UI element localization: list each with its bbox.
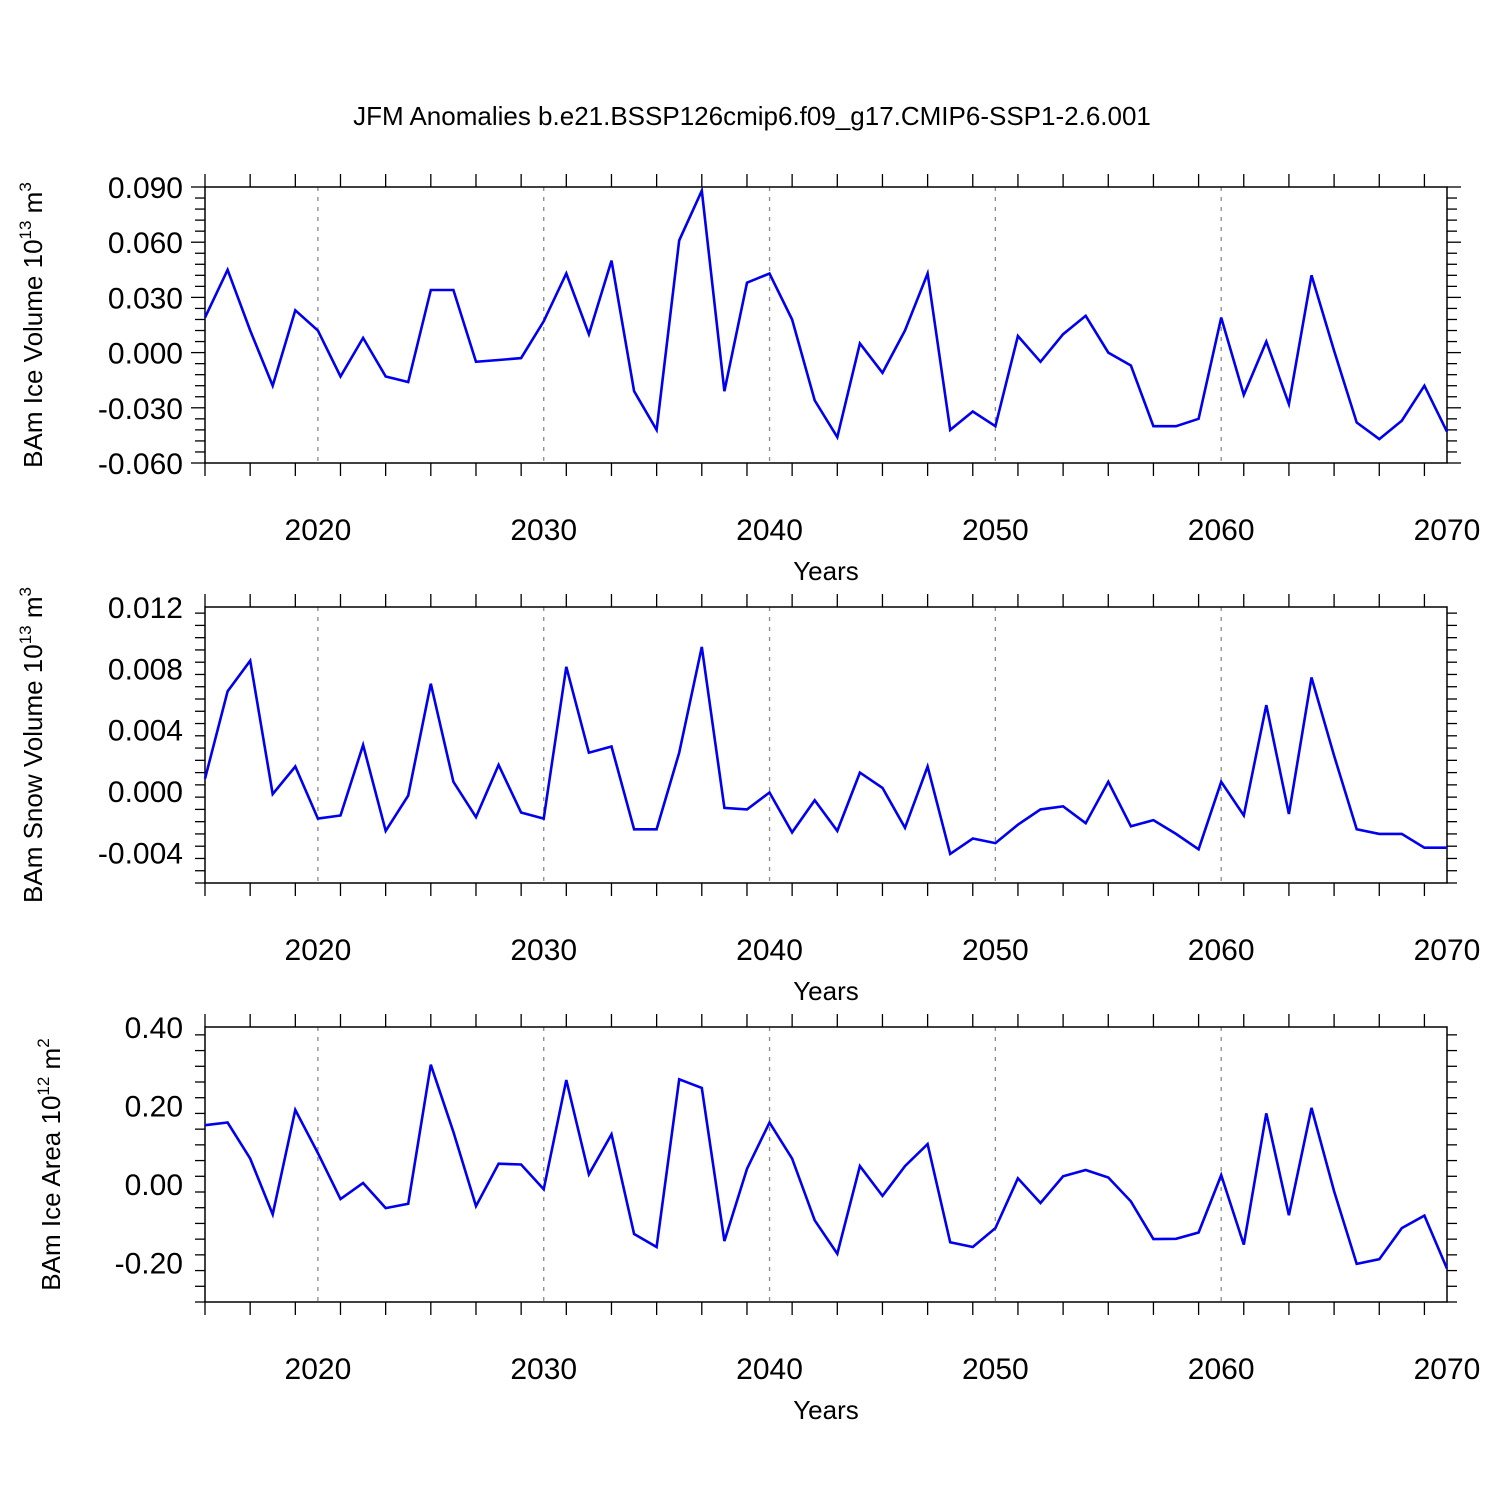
y-tick-label: 0.090	[108, 172, 183, 205]
y-tick-label: 0.40	[125, 1012, 183, 1045]
panel-1: 2020 2030 2040 2050 2060 2070 -0.060 -0.030 0.00…	[16, 172, 1480, 586]
x-tick-label: 2050	[962, 1353, 1029, 1386]
y-tick-label: 0.20	[125, 1091, 183, 1124]
y-tick-label: 0.012	[108, 592, 183, 625]
x-tick-label: 2030	[510, 934, 577, 967]
x-axis-label: Years	[793, 1395, 859, 1425]
x-tick-label: 2020	[285, 514, 352, 547]
x-tick-label: 2070	[1414, 934, 1481, 967]
y-axis-label: BAm Ice Volume 1013 m3	[16, 182, 48, 468]
y-tick-label: 0.008	[108, 653, 183, 686]
y-tick-label: -0.20	[115, 1248, 183, 1281]
series-line	[204, 1064, 1449, 1270]
x-tick-label: 2040	[736, 934, 803, 967]
x-tick-label: 2030	[510, 1353, 577, 1386]
y-axis-label: BAm Snow Volume 1013 m3	[16, 587, 48, 903]
figure-title: JFM Anomalies b.e21.BSSP126cmip6.f09_g17…	[353, 101, 1151, 131]
panel-2: 2020 2030 2040 2050 2060 2070 -0.004 0.000 0.004…	[16, 587, 1480, 1006]
y-tick-label: -0.030	[98, 393, 183, 426]
plot-frame	[204, 186, 1448, 464]
series-line	[203, 185, 1449, 441]
y-tick-label: 0.000	[108, 338, 183, 371]
y-tick-label: 0.060	[108, 227, 183, 260]
y-tick-label: 0.000	[108, 776, 183, 809]
plot-frame	[204, 1026, 1448, 1303]
x-tick-label: 2070	[1414, 1353, 1481, 1386]
x-tick-label: 2050	[962, 514, 1029, 547]
x-tick-label: 2040	[736, 1353, 803, 1386]
x-tick-label: 2060	[1188, 514, 1255, 547]
y-tick-label: 0.00	[125, 1169, 183, 1202]
y-tick-label: -0.060	[98, 448, 183, 481]
series-line	[203, 646, 1447, 857]
x-tick-label: 2070	[1414, 514, 1481, 547]
x-axis-label: Years	[793, 976, 859, 1006]
x-axis-label: Years	[793, 556, 859, 586]
x-tick-label: 2030	[510, 514, 577, 547]
x-tick-label: 2020	[285, 934, 352, 967]
x-tick-label: 2020	[285, 1353, 352, 1386]
x-tick-label: 2050	[962, 934, 1029, 967]
plot-frame	[204, 606, 1448, 884]
panels: 2020 2030 2040 2050 2060 2070 -0.060 -0.030 0.00…	[16, 172, 1480, 1425]
y-tick-label: 0.030	[108, 282, 183, 315]
x-tick-label: 2040	[736, 514, 803, 547]
y-axis-label: BAm Ice Area 1012 m2	[34, 1038, 66, 1290]
x-tick-label: 2060	[1188, 934, 1255, 967]
panel-3: 2020 2030 2040 2050 2060 2070 -0.20 0.00 0.20 0.4…	[34, 1012, 1480, 1425]
x-tick-label: 2060	[1188, 1353, 1255, 1386]
y-tick-label: -0.004	[98, 837, 183, 870]
y-tick-label: 0.004	[108, 715, 183, 748]
